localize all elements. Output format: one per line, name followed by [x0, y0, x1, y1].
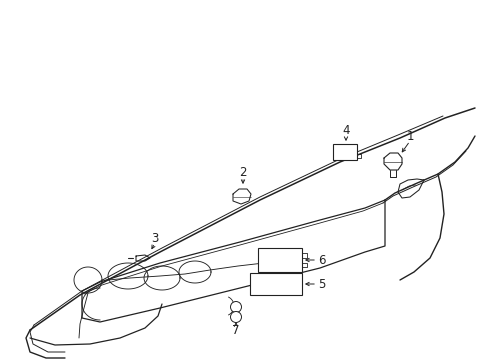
Bar	[332, 144, 356, 160]
Text: 6: 6	[318, 253, 325, 266]
Text: 4: 4	[342, 125, 349, 138]
Bar	[249, 273, 302, 295]
Text: 7: 7	[232, 324, 239, 338]
Circle shape	[230, 311, 241, 323]
Text: 1: 1	[406, 130, 413, 143]
Text: 5: 5	[318, 278, 325, 291]
Bar	[258, 248, 302, 272]
Text: 2: 2	[239, 166, 246, 179]
Circle shape	[230, 302, 241, 312]
Text: 3: 3	[151, 231, 159, 244]
